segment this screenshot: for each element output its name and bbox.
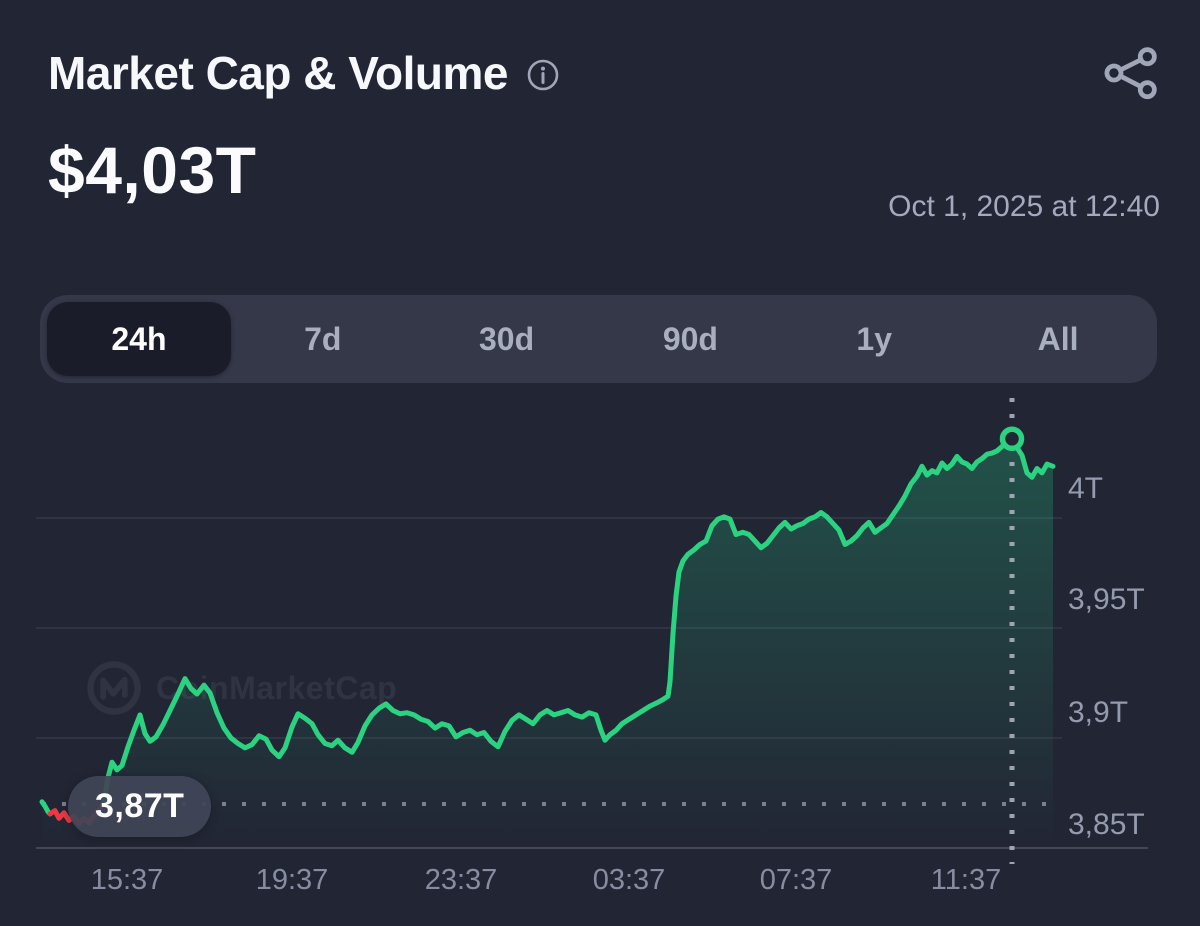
market-cap-value: $4,03T	[48, 133, 257, 207]
x-axis-tick: 11:37	[930, 864, 1002, 896]
page-title: Market Cap & Volume	[48, 47, 508, 99]
tab-24h[interactable]: 24h	[47, 302, 231, 376]
x-axis-tick: 07:37	[759, 864, 833, 896]
current-point-marker	[999, 426, 1025, 452]
header: Market Cap & Volume	[48, 46, 562, 100]
coinmarketcap-watermark: CoinMarketCap	[86, 660, 397, 716]
time-range-tabs: 24h 7d 30d 90d 1y All	[40, 295, 1157, 383]
tab-1y[interactable]: 1y	[856, 320, 893, 357]
watermark-label: CoinMarketCap	[156, 669, 398, 706]
y-axis-tick: 3,9T	[1068, 696, 1129, 729]
coinmarketcap-logo-icon	[87, 661, 141, 715]
tab-all[interactable]: All	[1037, 320, 1079, 357]
tab-90d[interactable]: 90d	[662, 320, 718, 357]
x-axis-tick: 19:37	[255, 864, 329, 896]
y-axis-tick: 4T	[1068, 472, 1104, 505]
price-line-up	[39, 799, 53, 817]
tab-30d[interactable]: 30d	[479, 320, 535, 357]
price-line-up	[101, 436, 1056, 805]
y-axis-tick: 3,85T	[1068, 808, 1145, 841]
y-axis-tick: 3,95T	[1068, 583, 1145, 616]
baseline-value-badge: 3,87T	[68, 776, 212, 837]
info-icon[interactable]	[524, 56, 562, 94]
x-axis-tick: 15:37	[90, 864, 164, 896]
timestamp: Oct 1, 2025 at 12:40	[888, 190, 1160, 223]
x-axis-tick: 03:37	[592, 864, 666, 896]
x-axis-tick: 23:37	[424, 864, 498, 896]
share-button[interactable]	[1102, 44, 1160, 107]
tab-7d[interactable]: 7d	[304, 320, 342, 357]
